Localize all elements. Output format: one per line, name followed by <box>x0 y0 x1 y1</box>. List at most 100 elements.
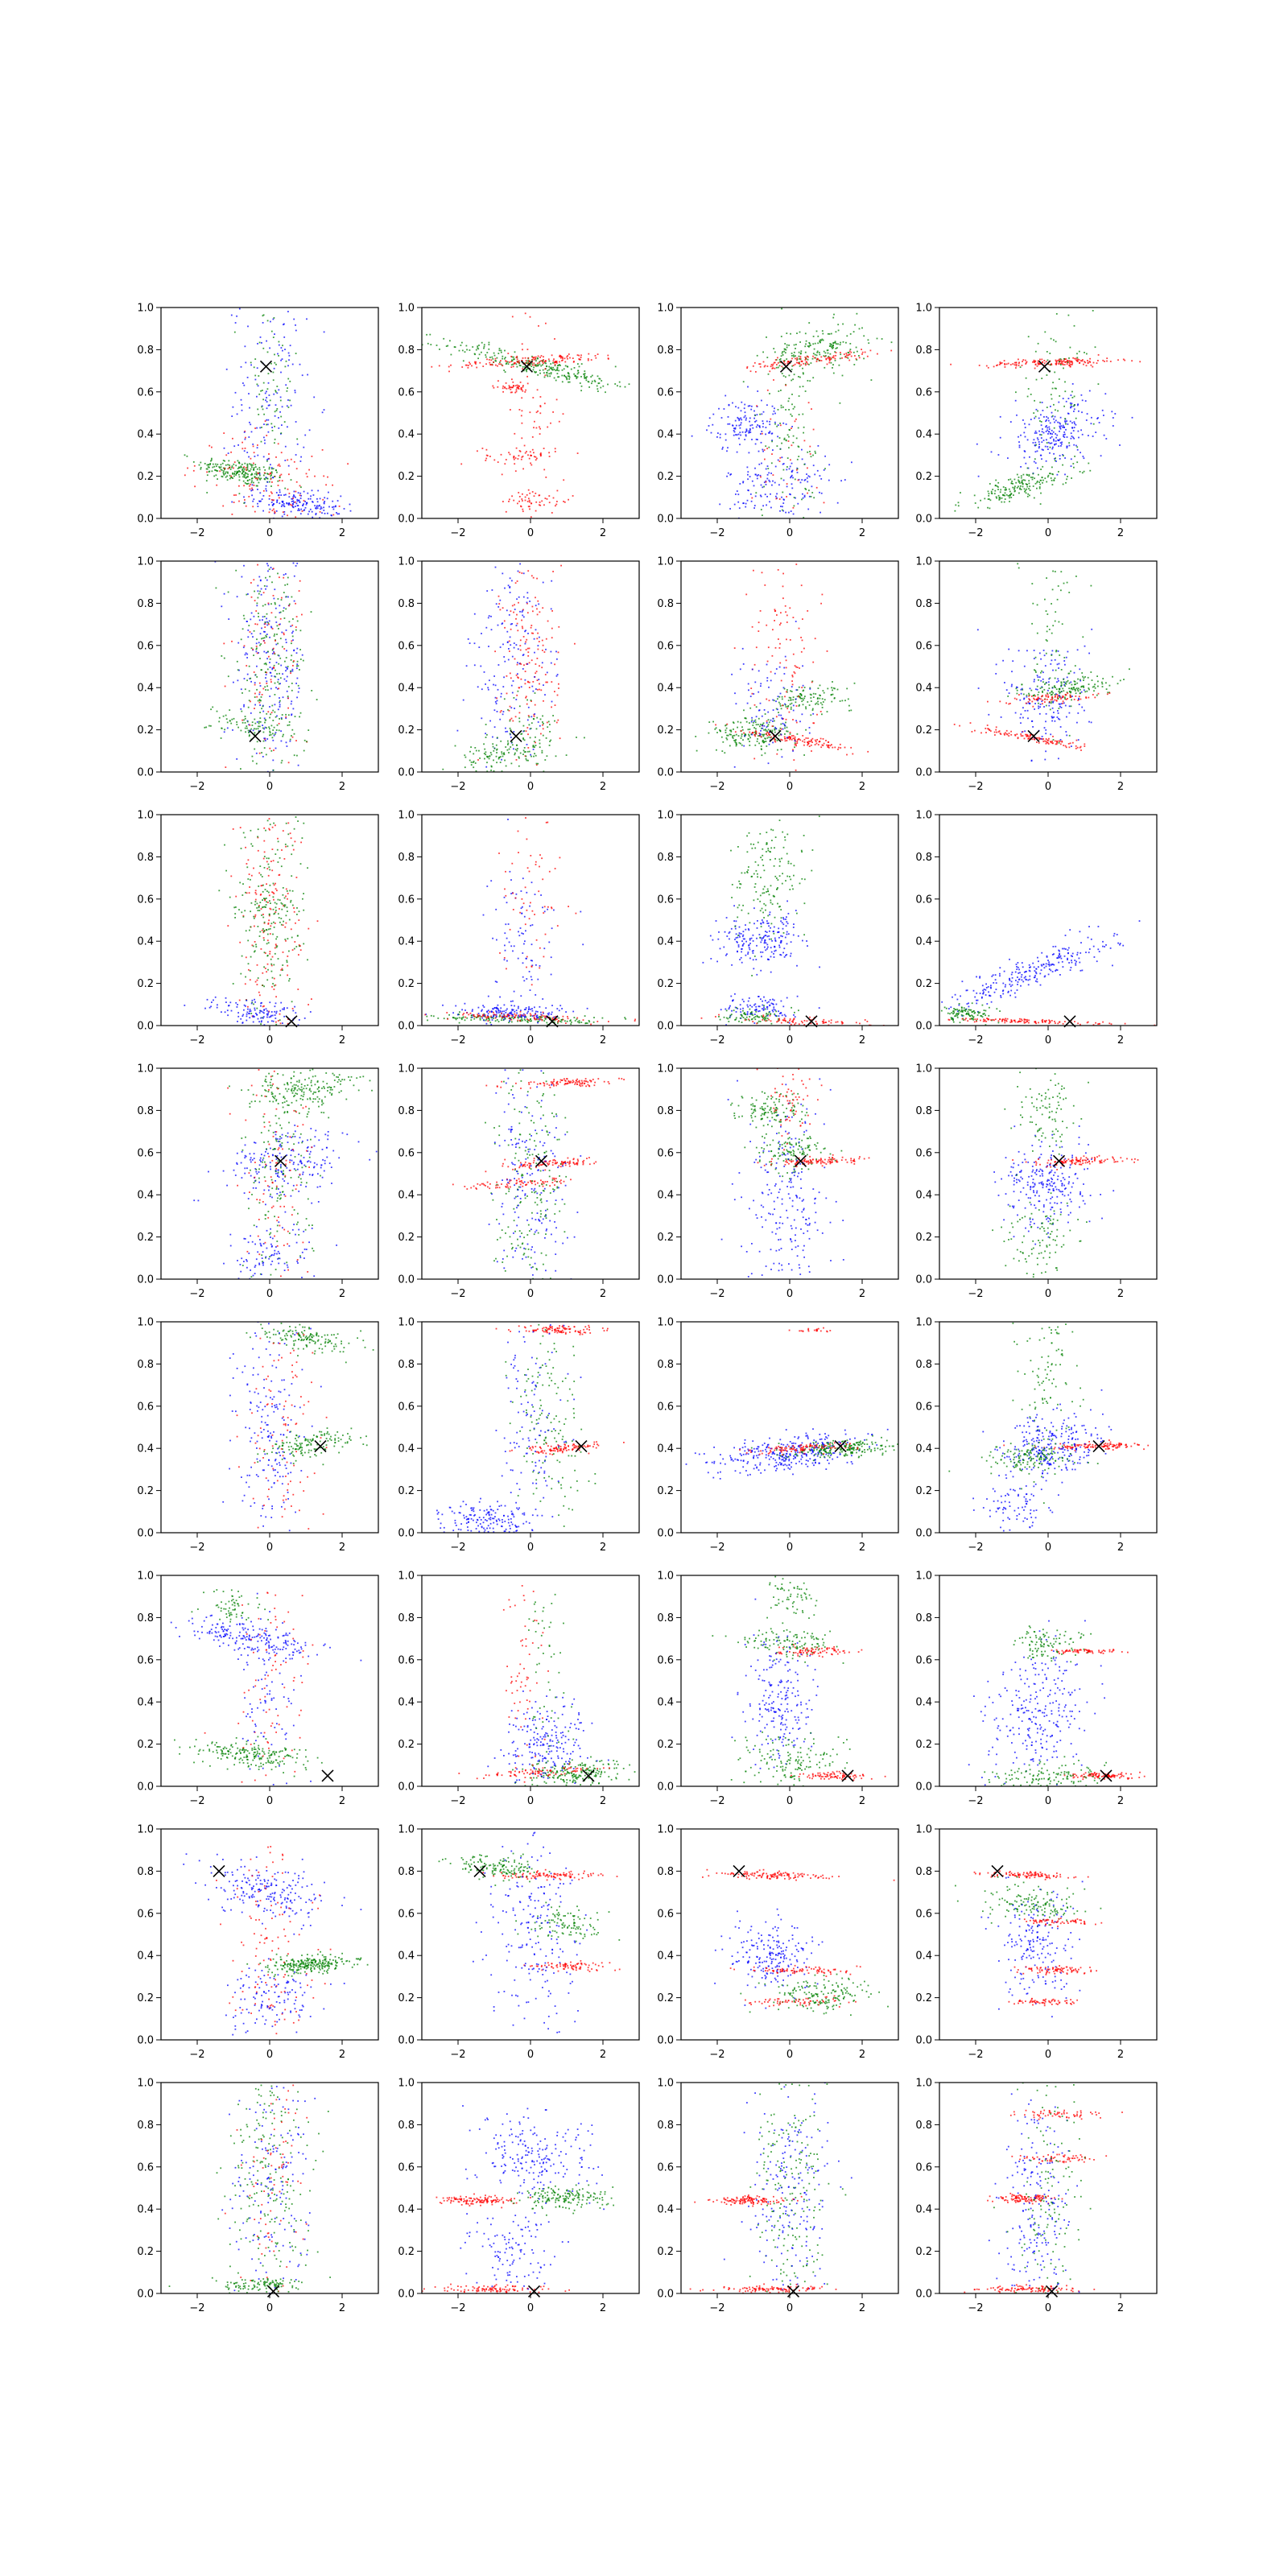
point-blue <box>785 511 786 514</box>
point-blue <box>509 586 511 588</box>
point-green <box>848 352 850 353</box>
point-green <box>1050 364 1051 366</box>
point-green <box>242 470 244 473</box>
point-red <box>254 683 256 686</box>
point-blue <box>771 432 774 435</box>
point-red <box>812 722 815 724</box>
point-blue <box>1021 687 1023 690</box>
point-red <box>774 359 777 361</box>
point-blue <box>746 466 749 469</box>
point-red <box>1059 360 1062 362</box>
point-red <box>795 721 798 724</box>
point-red <box>537 355 539 357</box>
y-tick-label: 0.0 <box>915 514 932 526</box>
point-red <box>532 632 535 634</box>
point-blue <box>1063 660 1066 662</box>
point-green <box>1044 477 1046 480</box>
point-red <box>502 607 504 609</box>
point-green <box>536 716 539 719</box>
point-blue <box>494 566 497 568</box>
point-green <box>799 376 801 378</box>
point-red <box>291 624 294 626</box>
point-red <box>522 357 524 359</box>
point-green <box>774 738 777 741</box>
point-red <box>807 402 810 404</box>
point-green <box>811 492 814 493</box>
point-blue <box>307 492 309 494</box>
point-red <box>821 593 824 596</box>
point-blue <box>733 434 735 436</box>
point-blue <box>320 506 322 508</box>
point-green <box>522 737 524 739</box>
point-blue <box>988 713 990 716</box>
point-green <box>258 730 260 733</box>
point-green <box>786 346 788 349</box>
point-green <box>1059 395 1061 397</box>
point-red <box>530 455 532 456</box>
point-blue <box>783 673 786 675</box>
point-blue <box>542 581 544 584</box>
point-red <box>527 715 530 716</box>
point-green <box>1050 694 1052 696</box>
point-red <box>1071 362 1074 364</box>
point-green <box>810 362 812 364</box>
point-green <box>815 452 816 454</box>
point-blue <box>256 605 258 607</box>
point-red <box>1061 361 1063 363</box>
point-blue <box>1056 473 1059 476</box>
point-green <box>777 409 779 411</box>
point-green <box>784 352 786 354</box>
point-blue <box>283 506 286 508</box>
point-green <box>1013 494 1014 496</box>
point-red <box>1059 363 1062 365</box>
point-green <box>453 346 456 348</box>
point-blue <box>1051 448 1054 450</box>
point-blue <box>1023 698 1025 700</box>
point-red <box>815 486 818 489</box>
point-green <box>832 372 835 374</box>
point-blue <box>541 662 543 664</box>
point-green <box>244 727 246 729</box>
panel-r2-c3: −2 0 20.00.20.40.60.81.0 <box>657 556 899 793</box>
point-red <box>778 498 781 500</box>
point-red <box>835 354 836 357</box>
point-blue <box>253 498 255 501</box>
point-blue <box>754 495 757 497</box>
point-green <box>278 341 280 343</box>
point-blue <box>1046 446 1049 448</box>
point-green <box>274 601 276 604</box>
point-green <box>821 330 824 332</box>
point-green <box>847 698 849 700</box>
point-blue <box>1059 442 1062 444</box>
point-green <box>258 613 259 614</box>
point-blue <box>238 308 241 310</box>
point-green <box>277 598 279 600</box>
point-green <box>839 357 841 360</box>
point-red <box>264 642 266 644</box>
point-blue <box>263 436 265 439</box>
point-blue <box>1041 736 1043 737</box>
point-green <box>251 721 254 724</box>
point-red <box>1039 358 1041 361</box>
point-green <box>227 591 229 593</box>
point-red <box>556 694 559 696</box>
point-green <box>237 726 239 729</box>
point-blue <box>753 507 755 509</box>
point-red <box>225 766 227 768</box>
point-green <box>775 708 778 710</box>
point-blue <box>1035 432 1038 434</box>
point-blue <box>1023 431 1026 434</box>
point-red <box>515 389 518 391</box>
point-green <box>836 343 837 345</box>
point-blue <box>1081 411 1083 414</box>
point-blue <box>791 483 793 485</box>
point-red <box>512 720 514 722</box>
point-green <box>465 345 468 347</box>
point-green <box>1051 415 1054 417</box>
point-blue <box>746 702 749 704</box>
point-green <box>1055 387 1057 390</box>
point-blue <box>243 564 245 567</box>
point-red <box>607 358 609 360</box>
point-blue <box>246 653 249 655</box>
point-green <box>1007 495 1009 497</box>
